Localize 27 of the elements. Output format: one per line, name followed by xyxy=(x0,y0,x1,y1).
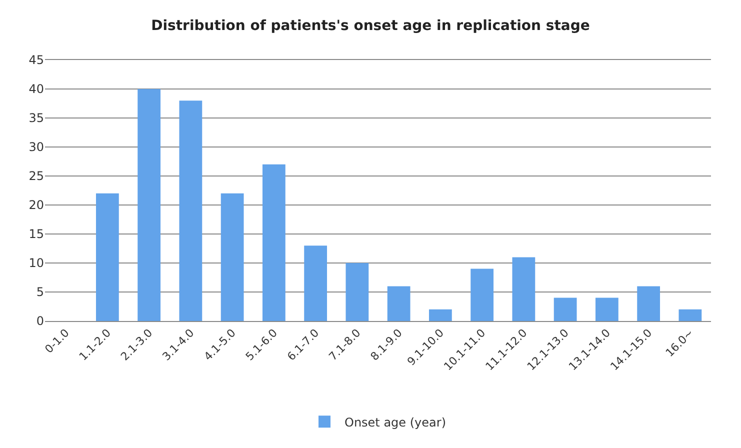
chart-title: Distribution of patients's onset age in replication stage xyxy=(151,18,590,34)
bar xyxy=(637,286,660,321)
y-tick-label: 45 xyxy=(28,53,44,68)
y-tick-label: 5 xyxy=(36,285,44,300)
y-tick-label: 0 xyxy=(36,314,44,328)
bar xyxy=(428,309,452,321)
y-tick-label: 25 xyxy=(28,169,44,184)
y-tick-label: 40 xyxy=(28,82,44,96)
bar xyxy=(678,309,702,321)
bar xyxy=(512,257,536,321)
bar xyxy=(304,246,328,321)
bar xyxy=(387,286,410,321)
y-tick-label: 10 xyxy=(28,256,44,270)
y-tick-label: 20 xyxy=(28,198,44,212)
bar xyxy=(554,298,577,321)
y-tick-label: 15 xyxy=(28,227,44,242)
bar xyxy=(346,263,369,321)
bar xyxy=(470,268,494,321)
bar xyxy=(96,193,119,321)
bar xyxy=(595,298,618,321)
bar xyxy=(138,89,161,321)
bar xyxy=(262,164,286,321)
bar xyxy=(179,100,202,321)
legend-label: Onset age (year) xyxy=(344,415,446,430)
y-tick-label: 30 xyxy=(28,140,44,154)
y-tick-label: 35 xyxy=(28,111,44,126)
bar xyxy=(220,193,244,321)
